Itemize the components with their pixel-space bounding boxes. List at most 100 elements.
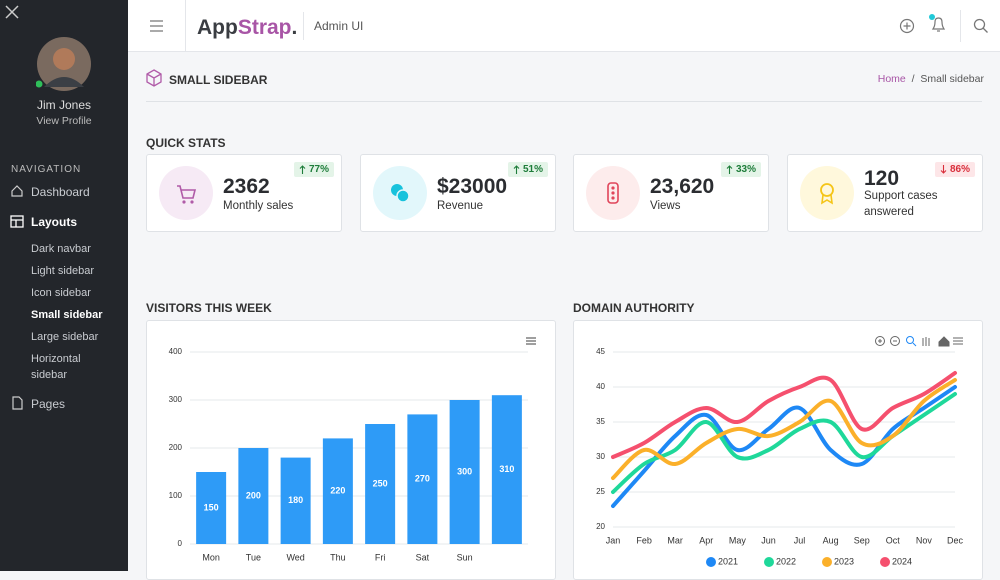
layout-icon — [10, 215, 24, 228]
brand-part: . — [291, 16, 298, 39]
nav-subitem[interactable]: Small sidebar — [31, 309, 103, 321]
y-tick-label: 35 — [596, 417, 605, 426]
x-tick-label: Jul — [794, 535, 806, 545]
data-label: 150 — [204, 502, 219, 512]
profile-link[interactable]: View Profile — [36, 115, 92, 127]
header-subtitle: Admin UI — [314, 19, 364, 33]
nav-item[interactable]: Pages — [31, 397, 66, 411]
bar — [491, 395, 522, 544]
nav-subitem[interactable]: Dark navbar — [31, 243, 91, 255]
nav-subitem[interactable]: Large sidebar — [31, 331, 99, 343]
data-label: 180 — [288, 495, 303, 505]
line-series — [611, 371, 957, 459]
x-tick-label: Tue — [246, 552, 261, 562]
data-label: 300 — [457, 466, 472, 476]
trend-arrow — [940, 165, 947, 174]
stat-card: $23000 Revenue 51% — [360, 154, 556, 232]
page-icon — [12, 396, 23, 410]
stat-card: 23,620 Views 33% — [573, 154, 769, 232]
stat-change-value: 33% — [735, 164, 756, 175]
x-tick-label: Wed — [286, 552, 304, 562]
nav-subitem[interactable]: Horizontal sidebar — [31, 353, 81, 381]
nav-heading: NAVIGATION — [11, 164, 82, 175]
stat-change-value: 77% — [308, 164, 329, 175]
chart-title: VISITORS THIS WEEK — [146, 301, 272, 315]
stat-change: 51% — [507, 162, 548, 177]
stat-label: Revenue — [437, 200, 484, 212]
page-title: SMALL SIDEBAR — [169, 73, 268, 87]
x-tick-label: Mon — [202, 552, 220, 562]
stat-card: 120 Support cases answered 86% — [787, 154, 983, 232]
brand-part: Strap — [237, 16, 292, 39]
notification-icon[interactable] — [928, 13, 948, 35]
stat-change-value: 86% — [949, 164, 970, 175]
trend-arrow — [513, 165, 520, 174]
legend-label: 2021 — [718, 556, 738, 566]
nav-item[interactable]: Dashboard — [31, 185, 90, 199]
page-icon — [146, 69, 162, 87]
x-tick-label: Oct — [886, 535, 901, 545]
header: AppStrap. Admin UI — [128, 0, 1000, 52]
x-tick-label: Fri — [375, 552, 386, 562]
data-label: 310 — [499, 464, 514, 474]
bar — [407, 414, 438, 544]
y-tick-label: 100 — [169, 491, 183, 500]
nav-item[interactable]: Layouts — [31, 215, 78, 229]
x-tick-label: Sep — [854, 535, 870, 545]
brand[interactable]: AppStrap. — [197, 16, 297, 40]
x-tick-label: Feb — [636, 535, 652, 545]
legend-label: 2022 — [776, 556, 796, 566]
legend-marker — [822, 557, 832, 567]
bar — [449, 400, 480, 544]
data-label: 270 — [415, 474, 430, 484]
bar — [365, 424, 396, 544]
breadcrumb: Home / Small sidebar — [878, 73, 984, 85]
x-tick-label: Apr — [699, 535, 713, 545]
x-tick-label: Dec — [947, 535, 964, 545]
legend-marker — [706, 557, 716, 567]
line-series — [611, 378, 957, 480]
stat-value: 23,620 — [650, 175, 715, 198]
y-tick-label: 30 — [596, 452, 605, 461]
search-icon[interactable] — [973, 18, 989, 34]
user-name: Jim Jones — [36, 98, 92, 112]
stat-value: 120 — [864, 167, 900, 190]
y-tick-label: 400 — [169, 347, 183, 356]
chart-toolbar[interactable] — [875, 336, 964, 347]
stat-label: Views — [650, 200, 681, 212]
x-tick-label: Mar — [667, 535, 683, 545]
chart-menu[interactable] — [526, 337, 536, 345]
nav-subitem[interactable]: Icon sidebar — [31, 287, 91, 299]
bar — [238, 448, 269, 544]
trend-arrow — [299, 165, 306, 174]
add-icon[interactable] — [899, 18, 915, 34]
trend-arrow — [726, 165, 733, 174]
line-series — [611, 392, 957, 494]
close-icon[interactable] — [5, 5, 19, 19]
x-tick-label: Jan — [606, 535, 621, 545]
brand-part: App — [197, 16, 238, 39]
nav-subitem[interactable]: Light sidebar — [31, 265, 94, 277]
breadcrumb-link[interactable]: Home — [877, 73, 906, 85]
stat-change-value: 51% — [522, 164, 543, 175]
x-tick-label: Aug — [823, 535, 839, 545]
y-tick-label: 45 — [596, 347, 605, 356]
x-tick-label: Sat — [416, 552, 430, 562]
stat-icon — [586, 166, 640, 220]
stat-icon — [159, 166, 213, 220]
avatar[interactable] — [36, 37, 94, 95]
y-tick-label: 20 — [596, 522, 605, 531]
stat-label: Support cases answered — [864, 190, 938, 218]
stat-value: 2362 — [223, 175, 270, 198]
menu-toggle[interactable] — [150, 20, 164, 32]
data-label: 220 — [330, 486, 345, 496]
legend-label: 2023 — [834, 556, 854, 566]
bar — [280, 457, 311, 544]
stat-change: 33% — [720, 162, 761, 177]
data-label: 200 — [246, 490, 261, 500]
stat-change: 86% — [934, 162, 975, 177]
data-label: 250 — [373, 478, 388, 488]
x-tick-label: Sun — [457, 552, 473, 562]
stat-card: 2362 Monthly sales 77% — [146, 154, 342, 232]
